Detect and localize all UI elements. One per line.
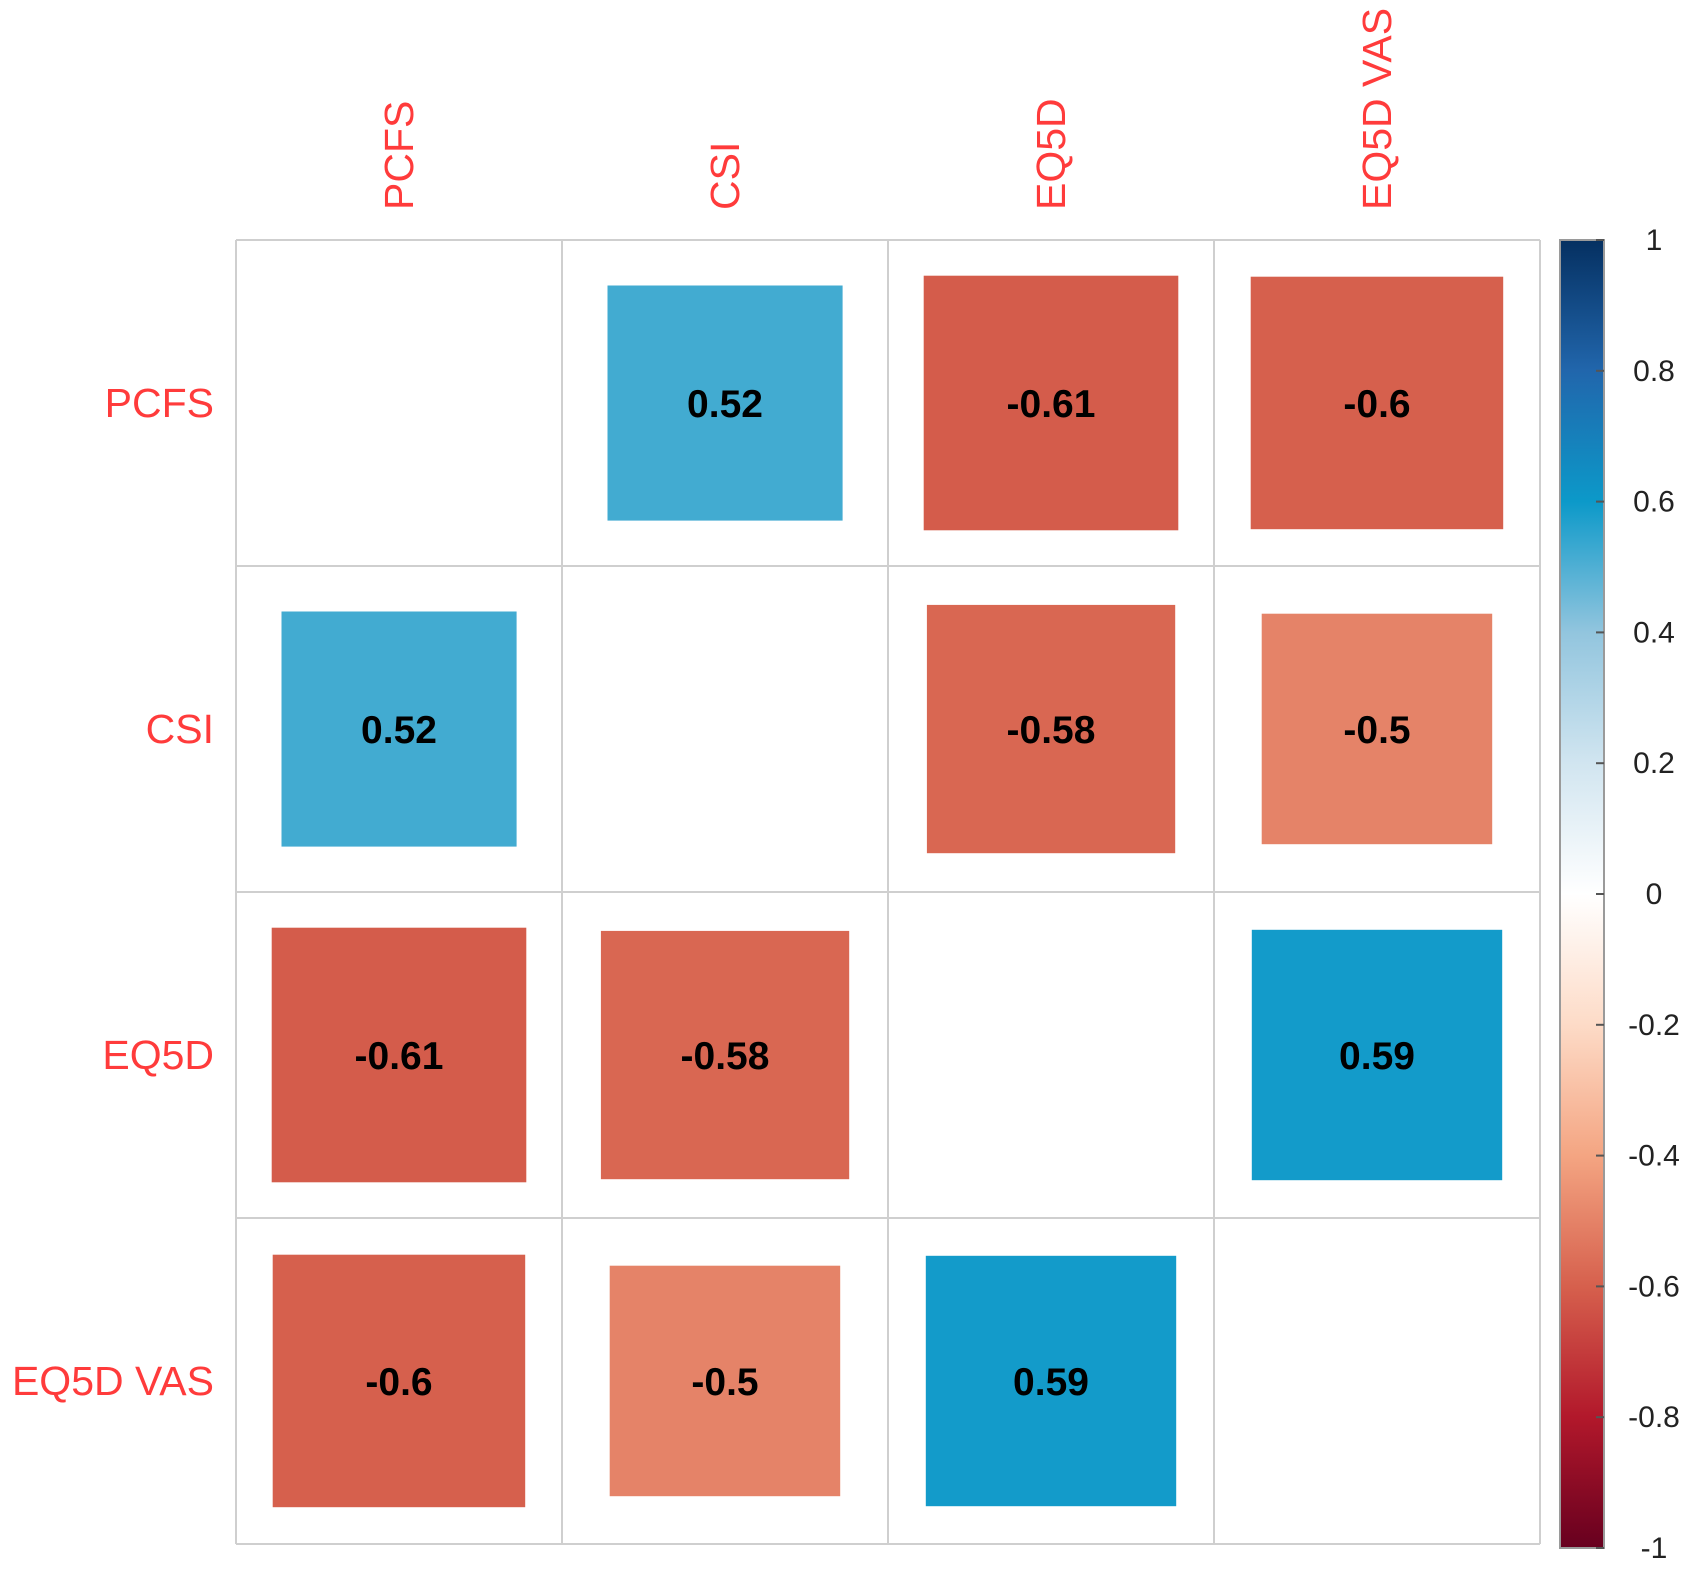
column-label: PCFS xyxy=(376,101,422,210)
color-scale-tick-label: -0.2 xyxy=(1628,1009,1680,1042)
matrix-cell: -0.5 xyxy=(609,1265,841,1497)
matrix-cell: 0.59 xyxy=(925,1255,1177,1507)
matrix-cell: -0.58 xyxy=(926,604,1176,854)
matrix-grid xyxy=(235,239,1541,1545)
correlation-value-label: -0.58 xyxy=(1007,709,1096,752)
matrix-cell: -0.61 xyxy=(271,927,527,1183)
row-label: EQ5D VAS xyxy=(12,1358,214,1404)
matrix-cell: 0.59 xyxy=(1251,929,1503,1181)
correlation-value-label: 0.52 xyxy=(361,709,437,752)
color-scale-tick-label: 0.8 xyxy=(1633,355,1675,388)
correlation-value-label: -0.61 xyxy=(1007,383,1096,426)
matrix-cell: -0.58 xyxy=(600,930,850,1180)
column-label: CSI xyxy=(702,142,748,210)
correlation-square xyxy=(1261,613,1493,845)
correlation-square xyxy=(600,930,850,1180)
color-scale-tick-label: -0.6 xyxy=(1628,1270,1680,1303)
correlation-value-label: 0.52 xyxy=(687,383,763,426)
color-legend: 1 0.8 0.6 0.4 0.2 0 -0.2 -0.4 -0.6 -0.8 -1 xyxy=(1559,224,1680,1565)
color-scale-tick-label: -0.4 xyxy=(1628,1140,1680,1173)
correlation-square xyxy=(923,275,1179,531)
correlation-value-label: -0.6 xyxy=(365,1361,432,1404)
correlation-value-label: -0.5 xyxy=(1343,709,1410,752)
correlation-value-label: -0.58 xyxy=(681,1035,770,1078)
row-label: CSI xyxy=(146,706,214,752)
color-scale-tick-label: 1 xyxy=(1646,224,1663,257)
correlation-square xyxy=(607,285,843,521)
column-label: EQ5D xyxy=(1028,98,1074,210)
color-scale-tick-label: -0.8 xyxy=(1628,1401,1680,1434)
cells-layer: 0.52 -0.61 -0.6 0.52 -0.58 -0.5 -0.61 -0.58 0.59… xyxy=(271,275,1504,1508)
correlation-value-label: 0.59 xyxy=(1339,1035,1415,1078)
row-label: PCFS xyxy=(105,380,214,426)
color-scale-tick-label: -1 xyxy=(1641,1532,1668,1565)
color-scale-tick-label: 0 xyxy=(1646,878,1663,911)
variable-labels: PCFS PCFS CSI CSI EQ5D EQ5D EQ5D VAS EQ5D VAS xyxy=(12,8,1400,1404)
correlation-value-label: 0.59 xyxy=(1013,1361,1089,1404)
matrix-cell: -0.5 xyxy=(1261,613,1493,845)
correlation-value-label: -0.6 xyxy=(1343,383,1410,426)
row-label: EQ5D xyxy=(102,1032,214,1078)
correlation-square xyxy=(609,1265,841,1497)
correlation-square xyxy=(926,604,1176,854)
matrix-cell: -0.6 xyxy=(272,1254,526,1508)
matrix-cell: -0.61 xyxy=(923,275,1179,531)
matrix-cell: 0.52 xyxy=(281,611,517,847)
correlation-value-label: -0.5 xyxy=(691,1361,758,1404)
correlation-square xyxy=(925,1255,1177,1507)
correlation-square xyxy=(1251,929,1503,1181)
column-label: EQ5D VAS xyxy=(1354,8,1400,210)
matrix-cell: 0.52 xyxy=(607,285,843,521)
color-scale-tick-label: 0.4 xyxy=(1633,616,1675,649)
correlation-square xyxy=(1250,276,1504,530)
color-scale-tick-label: 0.6 xyxy=(1633,486,1675,519)
correlation-square xyxy=(272,1254,526,1508)
matrix-cell: -0.6 xyxy=(1250,276,1504,530)
color-scale-tick-label: 0.2 xyxy=(1633,747,1675,780)
correlation-square xyxy=(281,611,517,847)
correlation-square xyxy=(271,927,527,1183)
correlation-value-label: -0.61 xyxy=(355,1035,444,1078)
